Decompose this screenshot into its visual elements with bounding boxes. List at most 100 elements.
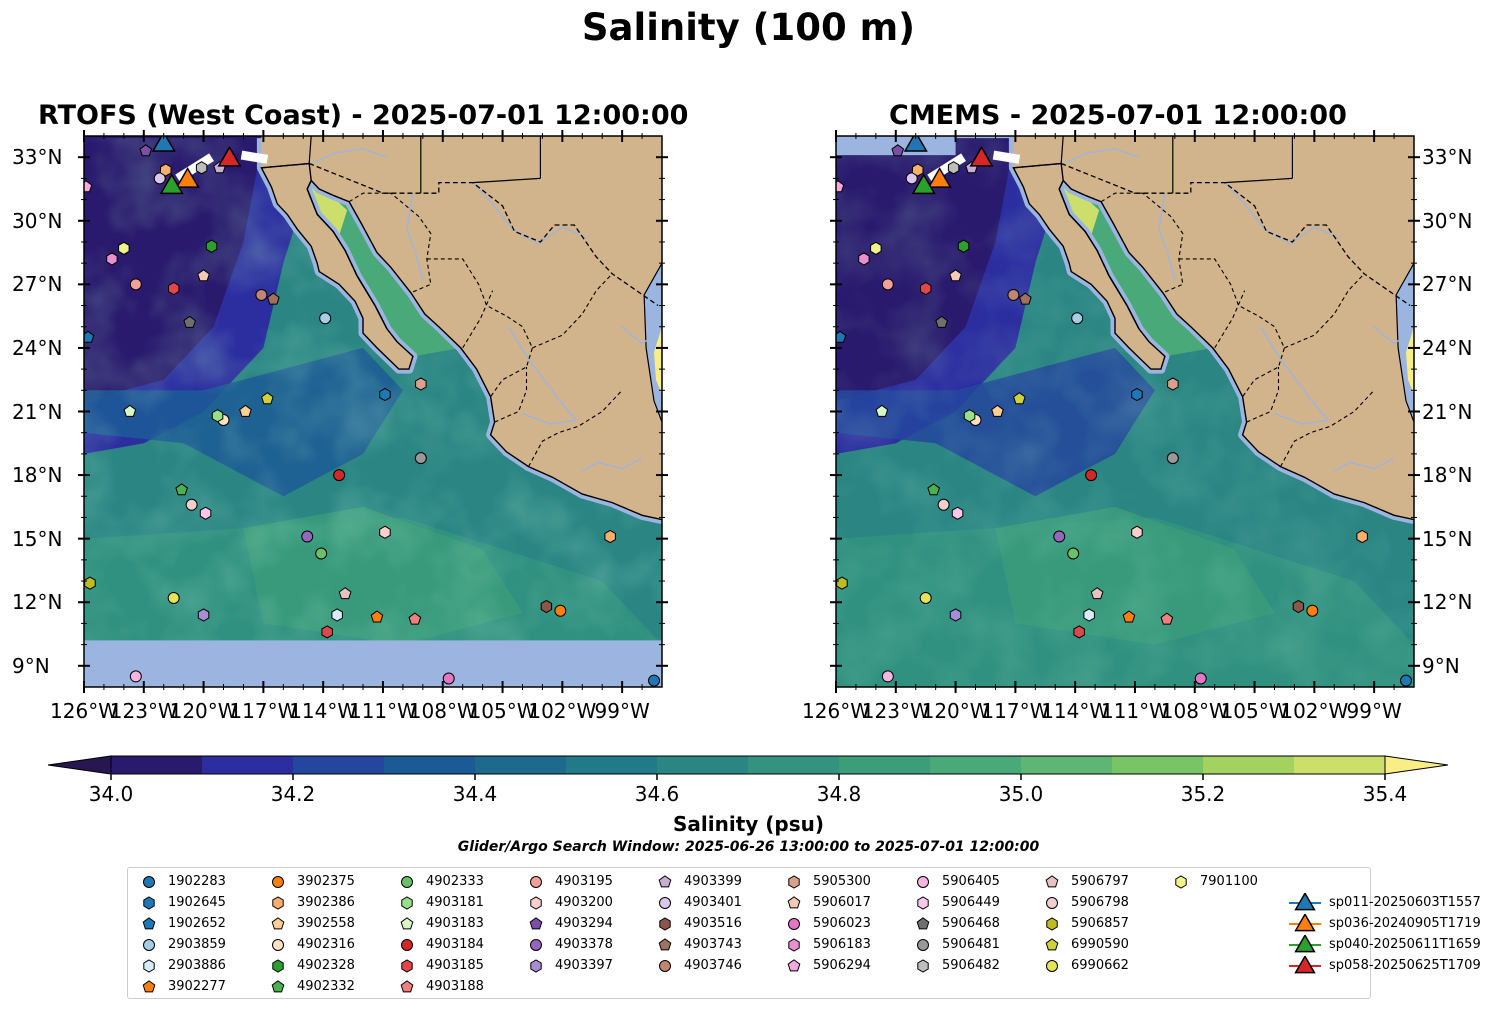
pentagon-marker-icon — [658, 874, 672, 887]
legend-label: 4902328 — [297, 958, 355, 973]
legend-label: 4903516 — [684, 916, 742, 931]
legend-label: 5906183 — [813, 937, 871, 952]
river — [406, 193, 424, 281]
hexagon-marker-icon — [143, 895, 155, 910]
marker-4903401 — [905, 172, 918, 185]
state-border — [1280, 389, 1375, 467]
marker-7901100 — [118, 241, 130, 255]
marker-4903516 — [1292, 599, 1305, 614]
legend-label: 4903294 — [555, 916, 613, 931]
pentagon-marker-icon — [1045, 937, 1059, 950]
circle-marker-icon — [143, 875, 155, 888]
legend-marker — [917, 895, 929, 910]
legend-label: 5906482 — [942, 958, 1000, 973]
legend-entry: 4903401 — [654, 892, 742, 913]
lon-label: 114°W — [289, 699, 358, 723]
marker-4903200 — [379, 525, 391, 539]
marker-5906405 — [881, 670, 894, 683]
marker-2903859 — [1071, 312, 1084, 325]
legend-marker — [530, 938, 542, 951]
legend-label: 5905300 — [813, 874, 871, 889]
state-border — [494, 367, 528, 423]
lat-label: 18°N — [1422, 463, 1473, 488]
legend-label: 3902558 — [297, 916, 355, 931]
legend-label: sp040-20250611T1659 — [1329, 937, 1481, 952]
legend-label: 4903401 — [684, 895, 742, 910]
marker-4903195 — [129, 278, 142, 291]
marker-5906481 — [414, 452, 427, 465]
mainland — [1013, 136, 1414, 520]
lat-label: 18°N — [12, 463, 63, 488]
marker-1902652 — [836, 330, 847, 343]
marker-5906017 — [197, 269, 210, 282]
legend-marker — [400, 916, 414, 929]
legend-entry: sp011-20250603T1557 — [1289, 892, 1481, 913]
legend-marker — [143, 938, 155, 951]
legend-label: 5906797 — [1071, 874, 1129, 889]
colorbar-segment — [111, 756, 203, 774]
circle-marker-icon — [530, 938, 542, 951]
marker-4903294 — [139, 144, 153, 157]
legend-marker — [272, 938, 284, 951]
legend-entry: 1902652 — [138, 913, 226, 934]
colorbar — [47, 755, 1449, 780]
marker-sp036-20240905t1719 — [175, 167, 200, 188]
legend-entry: 6990662 — [1041, 955, 1129, 976]
marker-1902283 — [1400, 674, 1413, 687]
us-state-border — [1060, 136, 1064, 164]
state-border — [1100, 192, 1184, 294]
legend-entry: sp040-20250611T1659 — [1289, 934, 1481, 955]
lat-label: 15°N — [1422, 526, 1473, 551]
lon-label: 111°W — [348, 699, 417, 723]
legend-entry: 4903183 — [396, 913, 484, 934]
gulf-of-mexico-high — [654, 326, 662, 395]
legend-entry: 5906017 — [783, 892, 871, 913]
marker-4903516 — [540, 599, 553, 614]
marker-4903378 — [301, 530, 314, 543]
colorbar-ticks: 34.0 34.2 34.4 34.6 34.8 35.0 35.2 35.4 — [0, 780, 1497, 810]
coastline — [306, 179, 662, 521]
panel-title-cmems: CMEMS - 2025-07-01 12:00:00 — [889, 100, 1347, 131]
legend-marker — [530, 895, 542, 910]
pentagon-marker-icon — [271, 916, 285, 929]
colorbar-segment — [202, 756, 294, 774]
river — [1373, 326, 1407, 345]
marker-5906449 — [951, 506, 964, 520]
legend-entry: 5906482 — [912, 955, 1000, 976]
circle-marker-icon — [659, 959, 671, 972]
legend-marker — [917, 875, 929, 888]
river — [1224, 182, 1339, 245]
legend-marker — [1294, 955, 1316, 973]
lon-label: 111°W — [1100, 699, 1169, 723]
legend-label: sp036-20240905T1719 — [1329, 916, 1481, 931]
marker-1902645 — [379, 387, 391, 402]
legend-entry: 4903188 — [396, 976, 484, 997]
legend-marker — [272, 895, 284, 910]
marker-1902283 — [648, 674, 661, 687]
marker-5906294 — [84, 180, 93, 193]
circle-marker-icon — [917, 875, 929, 888]
colorbar-segment — [475, 756, 567, 774]
legend-label: 5906857 — [1071, 916, 1129, 931]
tick-labels: 33°N 30°N 27°N 24°N 21°N 18°N 15°N 12°N 9°N 126°W… — [12, 145, 1473, 723]
hexagon-marker-icon — [143, 958, 155, 973]
legend-marker — [401, 938, 413, 951]
lon-label: 126°W — [50, 699, 118, 723]
legend-label: 4903378 — [555, 937, 613, 952]
legend-marker — [1045, 874, 1059, 887]
marker-5906294 — [836, 180, 845, 193]
legend-label: 7901100 — [1200, 874, 1258, 889]
rtofs-map — [84, 136, 662, 687]
marker-4903746 — [255, 288, 268, 301]
pentagon-marker-icon — [787, 895, 801, 908]
marker-3902375 — [554, 604, 567, 617]
circle-marker-icon — [401, 938, 413, 951]
river — [310, 147, 388, 165]
legend-entry: 4903378 — [525, 934, 613, 955]
legend-marker — [1046, 916, 1058, 931]
circle-marker-icon — [401, 875, 413, 888]
legend-entry: 4903743 — [654, 934, 742, 955]
marker-4903185b — [1073, 625, 1085, 639]
colorbar-segment — [384, 756, 476, 774]
marker-4903181 — [211, 409, 224, 423]
